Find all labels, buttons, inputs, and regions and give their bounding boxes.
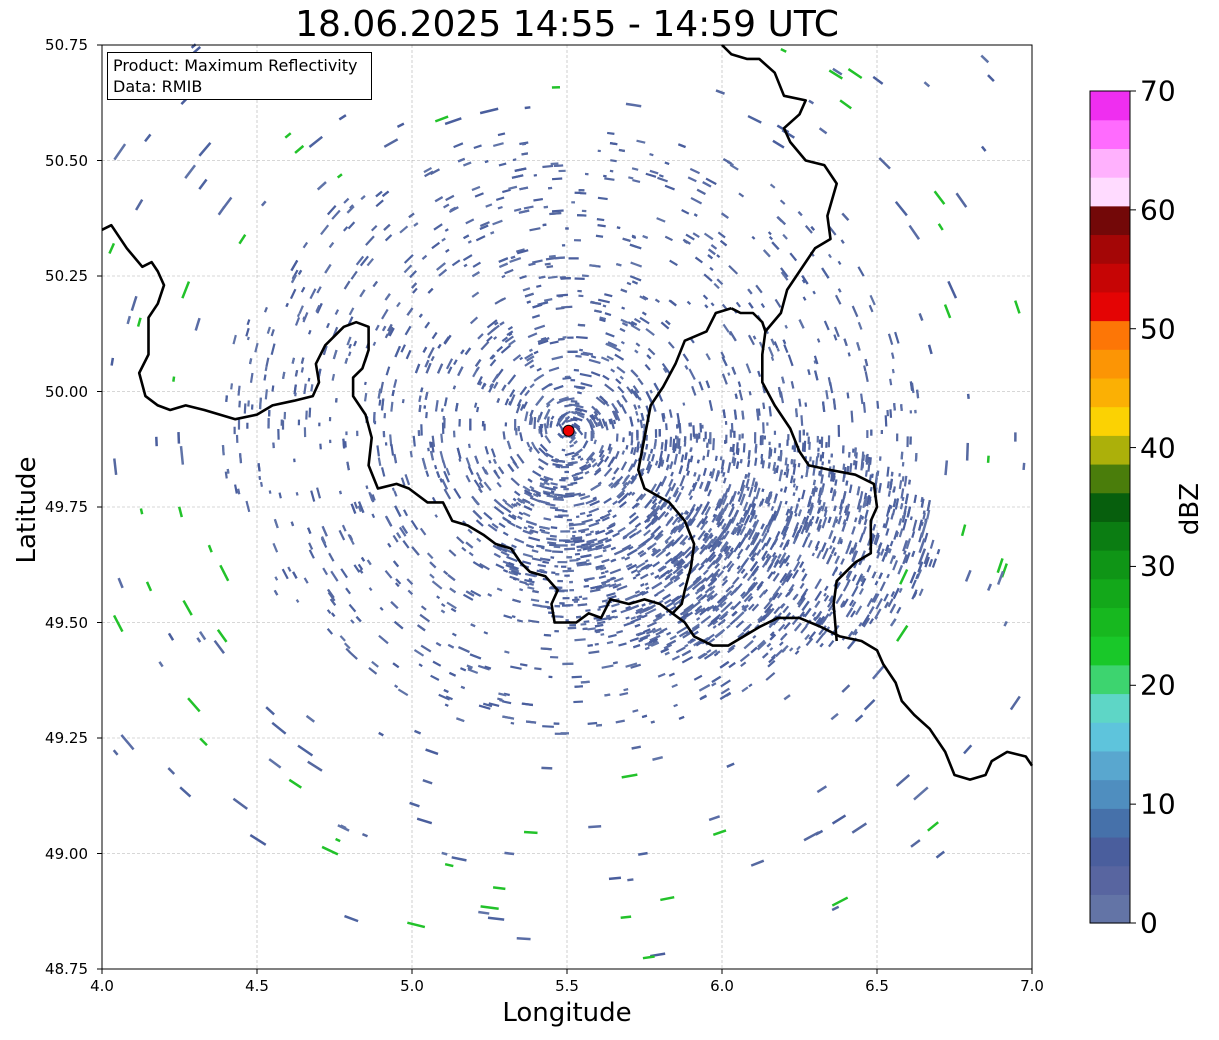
country-border — [721, 44, 879, 642]
colorbar-segment — [1090, 521, 1130, 551]
colorbar-tick-label: 10 — [1140, 787, 1176, 821]
info-product: Product: Maximum Reflectivity — [113, 56, 358, 75]
colorbar-segment — [1090, 263, 1130, 293]
x-tick-label: 7.0 — [1020, 977, 1044, 995]
colorbar-segment — [1090, 722, 1130, 752]
colorbar-segment — [1090, 550, 1130, 580]
colorbar-segment — [1090, 320, 1130, 350]
colorbar-segment — [1090, 865, 1130, 895]
colorbar-segment — [1090, 836, 1130, 867]
colorbar-segment — [1090, 349, 1130, 379]
colorbar-tick-label: 20 — [1140, 668, 1176, 702]
y-tick-label: 50.25 — [45, 267, 88, 285]
colorbar-label: dBZ — [1175, 482, 1205, 536]
colorbar-segment — [1090, 406, 1130, 436]
chart-title: 18.06.2025 14:55 - 14:59 UTC — [295, 4, 839, 45]
colorbar-tick-label: 50 — [1140, 312, 1176, 346]
colorbar-segment — [1090, 636, 1130, 666]
country-border — [101, 223, 1034, 781]
radar-site-dot — [562, 424, 575, 437]
country-border — [730, 307, 767, 332]
x-tick-label: 5.5 — [555, 977, 579, 995]
x-tick-label: 5.0 — [400, 977, 424, 995]
colorbar-segment — [1090, 91, 1130, 121]
colorbar-tick-label: 30 — [1140, 549, 1176, 583]
x-axis-label: Longitude — [502, 998, 632, 1028]
x-tick-label: 4.0 — [90, 977, 114, 995]
x-tick-label: 6.5 — [865, 977, 889, 995]
y-tick-label: 49.50 — [45, 613, 88, 632]
info-data-source: Data: RMIB — [113, 77, 203, 96]
axis-tick-marks — [97, 44, 1033, 974]
y-tick-label: 50.75 — [45, 36, 88, 54]
colorbar-segment — [1090, 693, 1130, 723]
radar-site-marker — [562, 424, 575, 437]
y-tick-label: 49.75 — [45, 498, 88, 516]
colorbar-segment — [1090, 808, 1130, 838]
country-borders — [101, 44, 1034, 781]
colorbar-segment — [1090, 463, 1130, 494]
colorbar-segment — [1090, 492, 1130, 522]
y-tick-label: 49.25 — [45, 729, 88, 747]
colorbar-segment — [1090, 377, 1130, 408]
colorbar-tick-label: 70 — [1140, 74, 1176, 108]
colorbar-segment — [1090, 291, 1130, 322]
colorbar-segment — [1090, 894, 1130, 924]
colorbar-tick-label: 40 — [1140, 431, 1176, 465]
colorbar-segment — [1090, 779, 1130, 809]
colorbar-tick-label: 0 — [1140, 906, 1158, 940]
colorbar-segment — [1090, 435, 1130, 465]
colorbar-segment — [1090, 119, 1130, 149]
colorbar-segment — [1090, 148, 1130, 178]
colorbar-segment — [1090, 234, 1130, 264]
x-tick-label: 4.5 — [245, 977, 269, 995]
country-border — [636, 307, 732, 615]
colorbar-segment — [1090, 664, 1130, 695]
x-tick-label: 6.0 — [710, 977, 734, 995]
y-tick-label: 50.00 — [45, 382, 88, 401]
y-tick-label: 50.50 — [45, 151, 88, 170]
info-box: Product: Maximum Reflectivity Data: RMIB — [107, 52, 372, 100]
colorbar-segment — [1090, 578, 1130, 609]
colorbar-segment — [1090, 750, 1130, 781]
colorbar-segment — [1090, 607, 1130, 637]
colorbar-segment — [1090, 205, 1130, 236]
y-tick-label: 48.75 — [45, 960, 88, 978]
y-tick-label: 49.00 — [45, 844, 88, 863]
colorbar-tick-label: 60 — [1140, 193, 1176, 227]
colorbar-segment — [1090, 177, 1130, 207]
